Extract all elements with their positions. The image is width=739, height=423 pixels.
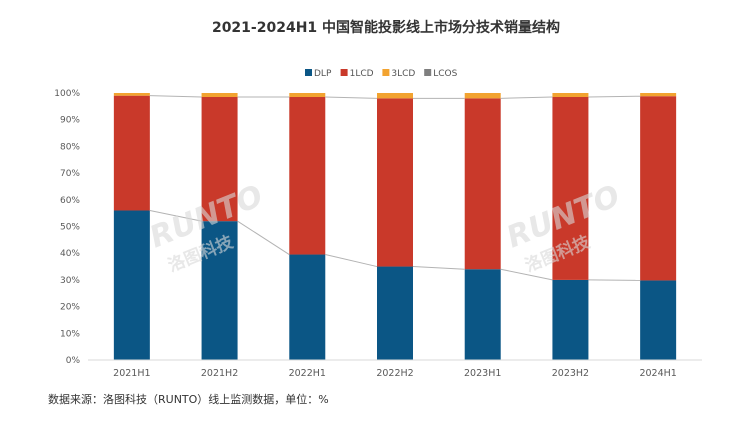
bar-1lcd-2023h1 <box>464 98 501 270</box>
x-tick-label: 2022H2 <box>376 368 413 379</box>
x-tick-label: 2023H1 <box>464 368 501 379</box>
bar-1lcd-2023h2 <box>552 97 589 280</box>
legend-swatch-1 <box>340 69 348 76</box>
bar-1lcd-2022h2 <box>377 98 413 267</box>
bar-3lcd-2022h1 <box>289 93 326 98</box>
y-tick-label: 20% <box>60 303 80 313</box>
x-tick-label: 2024H1 <box>639 368 676 379</box>
connector-line <box>149 209 202 222</box>
bar-1lcd-2022h1 <box>289 97 326 255</box>
connector-line <box>500 96 553 99</box>
y-tick-label: 50% <box>60 223 80 233</box>
bar-1lcd-2021h2 <box>201 97 238 222</box>
bar-dlp-2023h2 <box>552 279 589 360</box>
bar-1lcd-2024h1 <box>640 96 677 281</box>
x-axis: 2021H1 2021H2 2022H1 2022H2 2023H1 2023H2 2024… <box>88 359 702 379</box>
bar-dlp-2021h2 <box>201 221 238 360</box>
legend-swatch-2 <box>382 69 390 76</box>
legend-swatch-3 <box>424 69 432 76</box>
connector-line <box>500 268 553 281</box>
bar-dlp-2024h1 <box>640 280 677 360</box>
connector-line <box>149 95 202 98</box>
chart-title: 2021-2024H1 中国智能投影线上市场分技术销量结构 <box>212 19 560 36</box>
y-axis: 0% 10% 20% 30% 40% 50% 60% 70% 80% 90% 100% <box>54 89 80 366</box>
y-tick-label: 40% <box>60 249 80 259</box>
bar-3lcd-2024h1 <box>640 93 677 97</box>
legend: DLP 1LCD 3LCD LCOS <box>305 69 458 79</box>
bar-3lcd-2022h2 <box>377 93 413 99</box>
y-tick-label: 0% <box>66 356 81 366</box>
x-tick-label: 2022H1 <box>289 368 326 379</box>
legend-label-1: 1LCD <box>350 69 374 79</box>
y-tick-label: 30% <box>60 276 80 286</box>
legend-swatch-0 <box>305 69 312 76</box>
bar-1lcd-2021h1 <box>113 95 150 211</box>
x-tick-label: 2021H2 <box>201 368 238 379</box>
bar-dlp-2022h1 <box>289 254 326 360</box>
y-tick-label: 80% <box>60 142 80 152</box>
connector-line <box>325 96 378 99</box>
legend-label-0: DLP <box>314 69 332 79</box>
legend-label-3: LCOS <box>433 69 457 79</box>
legend-label-2: 3LCD <box>391 69 415 79</box>
connector-line <box>325 254 378 268</box>
bar-3lcd-2023h1 <box>464 93 501 99</box>
bar-3lcd-2021h1 <box>113 93 150 96</box>
connector-lines <box>149 95 641 281</box>
connector-line <box>237 220 290 255</box>
x-tick-label: 2021H1 <box>113 368 150 379</box>
bar-3lcd-2023h2 <box>552 93 589 98</box>
bar-3lcd-2021h2 <box>201 93 238 98</box>
y-tick-label: 60% <box>60 196 80 206</box>
source-note: 数据来源：洛图科技（RUNTO）线上监测数据，单位：% <box>48 392 329 406</box>
connector-line <box>588 279 641 281</box>
y-tick-label: 10% <box>60 329 80 339</box>
connector-line <box>412 266 465 270</box>
bar-dlp-2023h1 <box>464 269 501 360</box>
y-tick-label: 70% <box>60 169 80 179</box>
x-tick-label: 2023H2 <box>552 368 589 379</box>
bar-dlp-2021h1 <box>113 210 150 360</box>
y-tick-label: 90% <box>60 116 80 126</box>
y-tick-label: 100% <box>54 89 80 99</box>
bar-dlp-2022h2 <box>377 266 413 360</box>
bars <box>113 93 677 360</box>
connector-line <box>588 95 641 98</box>
